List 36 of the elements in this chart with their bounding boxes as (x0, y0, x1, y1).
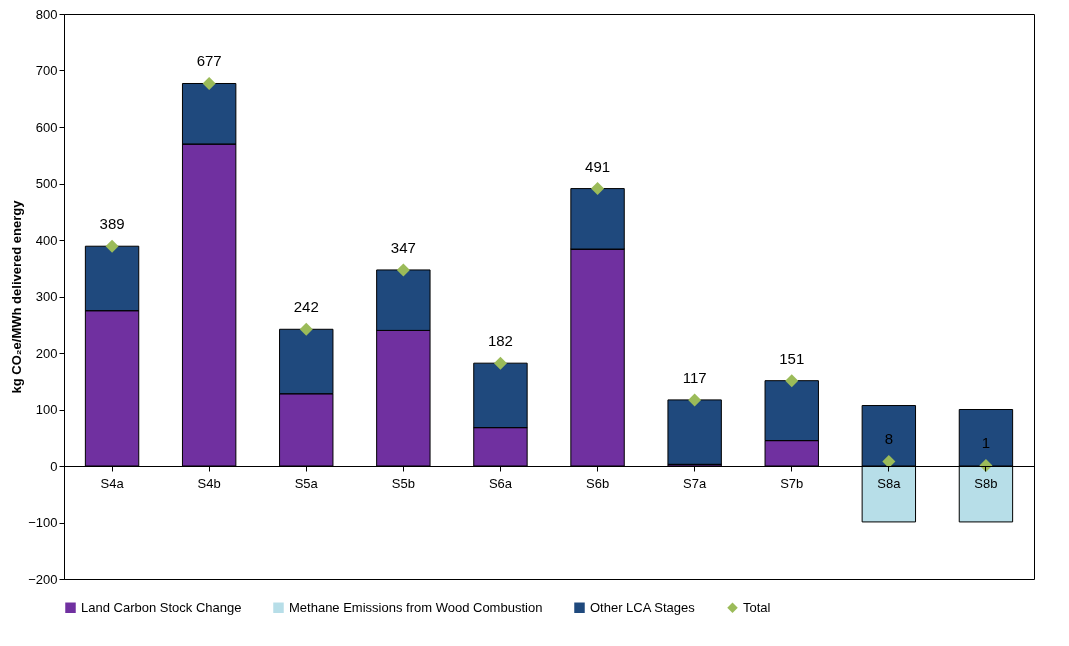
x-tick-label: S4a (100, 475, 125, 491)
data-label: 1 (981, 434, 991, 452)
legend-label: Total (743, 599, 771, 615)
data-label: 8 (884, 430, 894, 448)
y-tick-label: 600 (35, 119, 58, 135)
x-tick-label: S4b (197, 475, 221, 491)
y-tick-label: 200 (35, 345, 58, 361)
y-axis-title: kg CO₂e/MWh delivered energy (9, 199, 25, 394)
data-label: 151 (779, 349, 805, 367)
y-tick-label: −100 (28, 515, 58, 530)
data-label: 347 (390, 238, 416, 256)
x-tick-label: S7b (780, 475, 804, 491)
x-tick-label: S6a (488, 475, 513, 491)
data-label: 491 (585, 157, 611, 175)
x-tick-label: S8b (974, 475, 998, 491)
data-label: 242 (293, 298, 319, 316)
x-tick-label: S6b (585, 475, 610, 491)
x-tick-label: S5a (294, 475, 319, 491)
y-tick-label: 500 (35, 176, 58, 191)
y-tick-label: 800 (35, 6, 58, 22)
x-tick-label: S8a (877, 475, 902, 491)
data-label: 117 (682, 368, 707, 386)
data-label: 182 (487, 332, 513, 350)
legend-label: Other LCA Stages (590, 599, 696, 615)
y-tick-label: 100 (35, 402, 58, 417)
legend-label: Land Carbon Stock Change (81, 599, 242, 615)
legend-label: Methane Emissions from Wood Combustion (289, 599, 543, 615)
x-tick-label: S5b (391, 475, 415, 491)
y-tick-label: 300 (35, 289, 58, 304)
y-tick-label: 0 (50, 458, 58, 474)
y-tick-label: 700 (35, 63, 58, 78)
data-label: 677 (196, 52, 222, 70)
y-tick-label: 400 (35, 232, 58, 248)
y-tick-label: −200 (28, 571, 58, 587)
data-label: 389 (99, 215, 125, 233)
x-tick-label: S7a (683, 475, 707, 491)
